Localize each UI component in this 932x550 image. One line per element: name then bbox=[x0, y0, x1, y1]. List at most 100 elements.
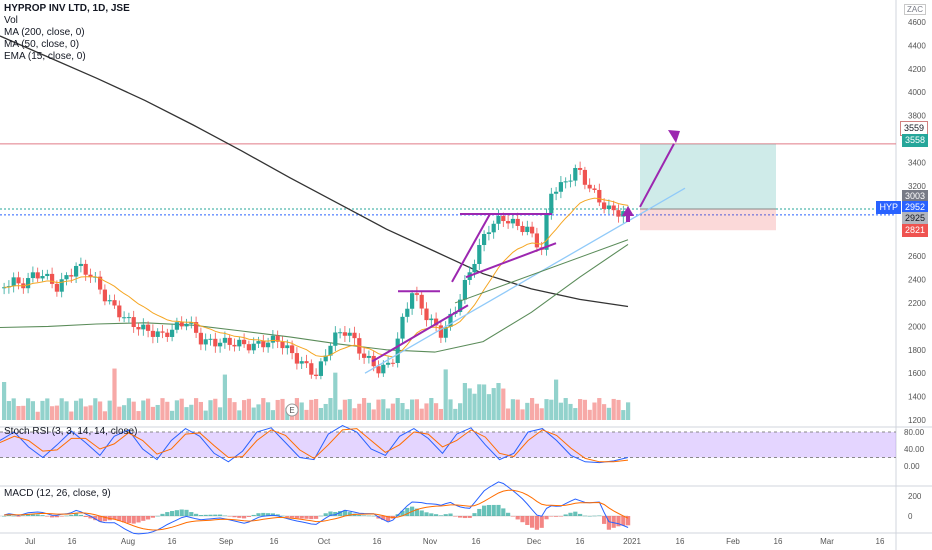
macd-histogram-bar bbox=[50, 516, 55, 518]
candle bbox=[390, 362, 395, 364]
candle bbox=[592, 188, 597, 190]
candle bbox=[534, 233, 539, 248]
price-tick-label: 2600 bbox=[908, 252, 926, 261]
candle bbox=[78, 263, 83, 266]
volume-bar bbox=[1, 382, 7, 420]
macd-histogram-bar bbox=[150, 516, 155, 518]
earnings-event-label: E bbox=[289, 406, 294, 415]
macd-histogram-bar bbox=[467, 516, 472, 518]
macd-histogram-bar bbox=[131, 516, 136, 524]
time-tick-label: 16 bbox=[472, 537, 481, 546]
volume-bar bbox=[141, 400, 146, 420]
price-tick-label: 3400 bbox=[908, 158, 926, 167]
volume-bar bbox=[621, 410, 626, 420]
macd-histogram-bar bbox=[366, 515, 371, 517]
time-tick-label: 16 bbox=[774, 537, 783, 546]
time-tick-label: 16 bbox=[876, 537, 885, 546]
macd-histogram-bar bbox=[534, 516, 539, 530]
candle bbox=[174, 322, 179, 330]
macd-histogram-bar bbox=[506, 512, 511, 516]
volume-bar bbox=[400, 403, 405, 420]
candle bbox=[405, 308, 410, 317]
volume-bar bbox=[386, 408, 391, 420]
candle bbox=[117, 305, 122, 318]
volume-bar bbox=[256, 404, 261, 420]
volume-bar bbox=[472, 393, 477, 420]
candle bbox=[155, 331, 160, 337]
volume-bar bbox=[83, 406, 88, 420]
candle bbox=[150, 330, 155, 337]
volume-bar bbox=[194, 398, 199, 420]
indicator-ma200[interactable]: MA (200, close, 0) bbox=[4, 27, 85, 38]
candle bbox=[563, 181, 568, 183]
macd-histogram-bar bbox=[400, 510, 405, 516]
macd-title[interactable]: MACD (12, 26, close, 9) bbox=[4, 488, 111, 499]
macd-histogram-bar bbox=[515, 516, 520, 520]
candle bbox=[414, 293, 419, 295]
stoch-rsi-title[interactable]: Stoch RSI (3, 3, 14, 14, close) bbox=[4, 426, 138, 437]
indicator-ma50[interactable]: MA (50, close, 0) bbox=[4, 39, 80, 50]
volume-bar bbox=[78, 398, 83, 420]
volume-bar bbox=[314, 399, 319, 420]
volume-bar bbox=[328, 398, 333, 420]
symbol-tag: HYP bbox=[876, 201, 901, 214]
volume-bar bbox=[107, 400, 112, 420]
candle bbox=[400, 316, 405, 339]
candle bbox=[146, 324, 151, 331]
candle bbox=[515, 218, 520, 226]
chart-title[interactable]: HYPROP INV LTD, 1D, JSE bbox=[4, 3, 130, 14]
volume-bar bbox=[323, 403, 328, 420]
indicator-ema15[interactable]: EMA (15, close, 0) bbox=[4, 51, 86, 62]
candle bbox=[242, 339, 247, 345]
candle bbox=[194, 322, 199, 333]
volume-bar bbox=[501, 388, 506, 420]
time-tick-label: Feb bbox=[726, 537, 740, 546]
volume-bar bbox=[117, 406, 122, 420]
volume-bar bbox=[261, 398, 266, 420]
candle bbox=[362, 353, 367, 358]
volume-bar bbox=[395, 398, 400, 420]
price-tick-label: 3800 bbox=[908, 112, 926, 121]
volume-bar bbox=[21, 405, 26, 420]
macd-histogram-bar bbox=[314, 516, 319, 519]
macd-histogram-bar bbox=[246, 516, 251, 517]
candle bbox=[189, 322, 194, 324]
macd-histogram-bar bbox=[141, 516, 146, 521]
volume-bar bbox=[203, 410, 208, 420]
candle bbox=[83, 263, 88, 275]
macd-histogram-bar bbox=[568, 512, 573, 516]
volume-bar bbox=[30, 401, 35, 420]
macd-histogram-bar bbox=[434, 514, 439, 516]
volume-bar bbox=[112, 368, 117, 420]
indicator-vol[interactable]: Vol bbox=[4, 15, 18, 26]
volume-bar bbox=[544, 399, 549, 420]
macd-histogram-bar bbox=[189, 512, 194, 516]
candle bbox=[568, 180, 573, 182]
macd-histogram-bar bbox=[338, 511, 343, 516]
volume-bar bbox=[198, 401, 203, 420]
macd-histogram-bar bbox=[102, 516, 107, 522]
volume-bar bbox=[424, 403, 429, 420]
volume-bar bbox=[275, 399, 280, 420]
volume-bar bbox=[525, 402, 530, 420]
macd-histogram-bar bbox=[30, 514, 35, 516]
volume-bar bbox=[539, 408, 544, 420]
candle bbox=[573, 167, 578, 181]
volume-bar bbox=[405, 409, 410, 420]
price-tick-label: 4000 bbox=[908, 88, 926, 97]
macd-histogram-bar bbox=[299, 516, 304, 519]
macd-histogram-bar bbox=[477, 508, 482, 516]
macd-histogram-bar bbox=[126, 516, 131, 524]
candle bbox=[35, 272, 40, 279]
macd-histogram-bar bbox=[203, 514, 208, 516]
price-label-previous: 2925 bbox=[901, 212, 928, 225]
candle bbox=[434, 318, 439, 326]
macd-histogram-bar bbox=[261, 512, 266, 516]
macd-histogram-bar bbox=[251, 514, 256, 516]
price-tick-label: 2400 bbox=[908, 276, 926, 285]
macd-histogram-bar bbox=[54, 516, 59, 518]
macd-histogram-bar bbox=[155, 515, 160, 517]
candle bbox=[64, 275, 69, 280]
